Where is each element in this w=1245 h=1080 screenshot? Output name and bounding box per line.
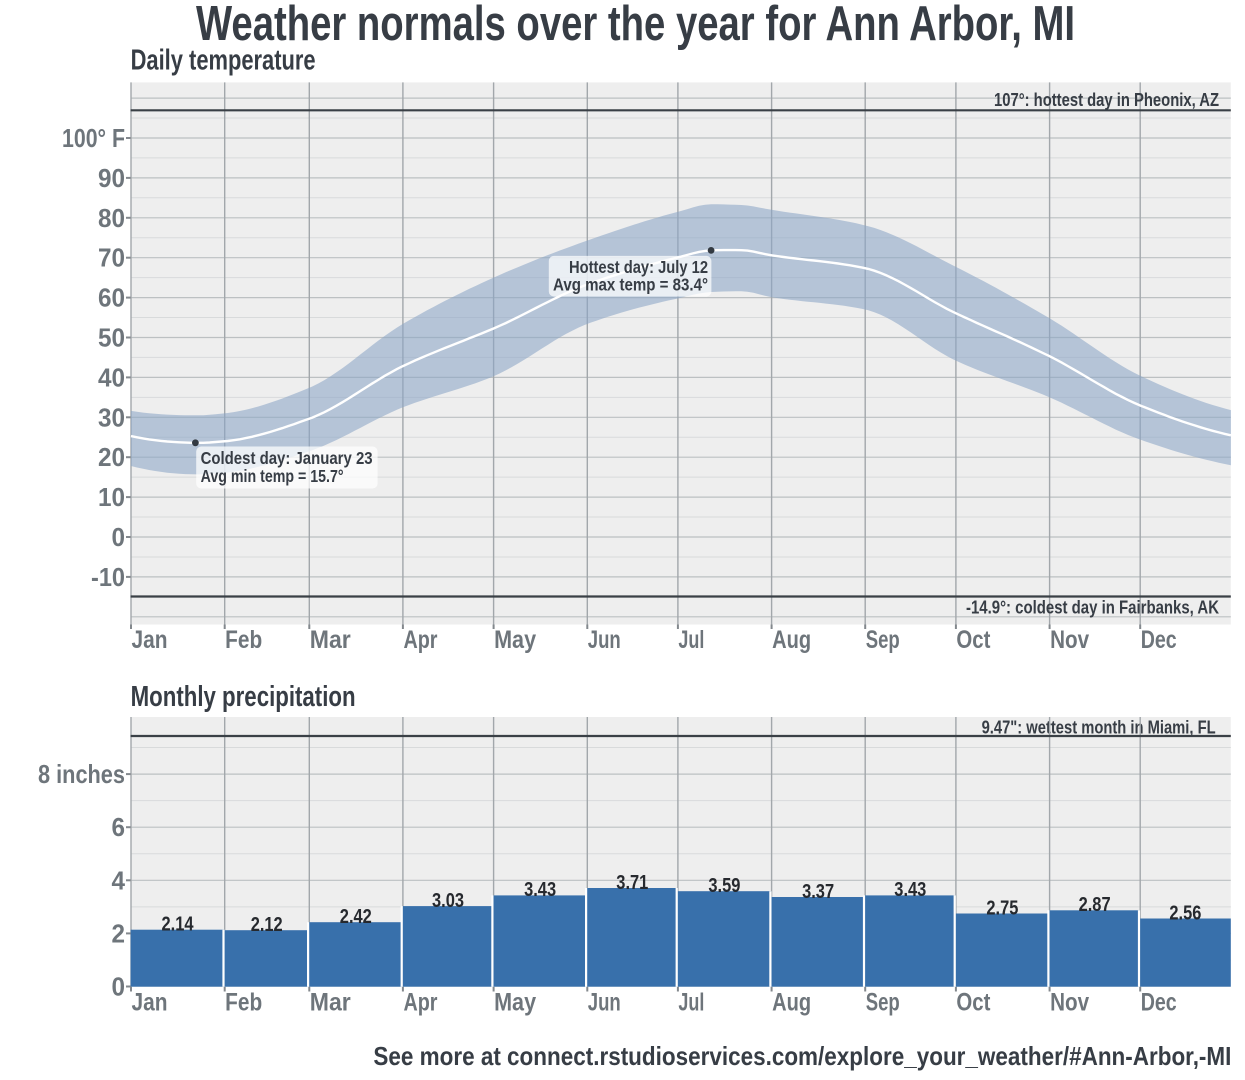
svg-text:80: 80: [98, 203, 125, 233]
svg-text:0: 0: [112, 972, 126, 1002]
svg-text:See more at connect.rstudioser: See more at connect.rstudioservices.com/…: [373, 1041, 1231, 1071]
svg-text:3.03: 3.03: [432, 890, 464, 912]
svg-text:90: 90: [98, 163, 125, 193]
svg-text:50: 50: [98, 323, 125, 353]
svg-text:Oct: Oct: [956, 989, 991, 1017]
svg-text:Sep: Sep: [866, 989, 900, 1017]
svg-text:Jan: Jan: [132, 626, 168, 654]
svg-text:Nov: Nov: [1050, 989, 1089, 1017]
svg-text:40: 40: [98, 362, 125, 392]
svg-text:Monthly precipitation: Monthly precipitation: [131, 681, 356, 713]
svg-text:9.47": wettest month in Miami,: 9.47": wettest month in Miami, FL: [982, 716, 1216, 737]
svg-text:Sep: Sep: [866, 626, 900, 654]
svg-text:70: 70: [98, 243, 125, 273]
svg-text:8 inches: 8 inches: [38, 759, 125, 789]
svg-text:2.42: 2.42: [340, 906, 372, 928]
svg-text:May: May: [494, 626, 536, 654]
svg-text:Apr: Apr: [403, 626, 437, 654]
svg-text:Jun: Jun: [588, 989, 621, 1017]
svg-text:Nov: Nov: [1050, 626, 1089, 654]
svg-text:Mar: Mar: [310, 626, 351, 654]
svg-text:2.14: 2.14: [162, 914, 195, 936]
svg-text:10: 10: [98, 482, 125, 512]
svg-text:20: 20: [98, 442, 125, 472]
svg-text:Avg min temp = 15.7°: Avg min temp = 15.7°: [201, 466, 344, 486]
svg-text:6: 6: [112, 812, 126, 842]
svg-text:Daily temperature: Daily temperature: [131, 45, 316, 77]
svg-text:Hottest day: July 12: Hottest day: July 12: [569, 257, 708, 277]
svg-text:May: May: [494, 989, 536, 1017]
svg-text:Dec: Dec: [1141, 989, 1177, 1017]
svg-text:Feb: Feb: [225, 989, 262, 1017]
svg-text:Aug: Aug: [772, 626, 811, 654]
svg-text:Aug: Aug: [772, 989, 811, 1017]
svg-text:2.56: 2.56: [1169, 902, 1201, 924]
svg-text:Coldest day: January 23: Coldest day: January 23: [201, 448, 373, 468]
svg-text:2.12: 2.12: [251, 914, 283, 936]
svg-text:Weather normals over the year: Weather normals over the year for Ann Ar…: [196, 0, 1075, 51]
svg-text:2: 2: [112, 918, 126, 948]
svg-text:Jun: Jun: [588, 626, 621, 654]
svg-text:3.43: 3.43: [524, 879, 556, 901]
svg-text:-14.9°: coldest day in Fairban: -14.9°: coldest day in Fairbanks, AK: [966, 597, 1220, 618]
svg-text:3.59: 3.59: [708, 875, 740, 897]
svg-text:30: 30: [98, 402, 125, 432]
svg-text:2.87: 2.87: [1079, 894, 1111, 916]
svg-text:0: 0: [112, 522, 126, 552]
svg-text:3.71: 3.71: [616, 872, 648, 894]
svg-text:2.75: 2.75: [986, 897, 1018, 919]
svg-text:4: 4: [112, 865, 126, 895]
svg-text:Dec: Dec: [1141, 626, 1177, 654]
svg-text:Oct: Oct: [956, 626, 991, 654]
svg-text:Apr: Apr: [403, 989, 437, 1017]
svg-text:Mar: Mar: [310, 989, 351, 1017]
svg-text:100° F: 100° F: [62, 123, 125, 153]
svg-text:Jul: Jul: [678, 989, 704, 1017]
svg-text:60: 60: [98, 283, 125, 313]
svg-text:Feb: Feb: [225, 626, 262, 654]
svg-text:3.37: 3.37: [802, 881, 834, 903]
svg-text:3.43: 3.43: [894, 879, 926, 901]
svg-text:-10: -10: [91, 562, 125, 592]
svg-text:Avg max temp = 83.4°: Avg max temp = 83.4°: [553, 275, 708, 295]
svg-text:Jan: Jan: [132, 989, 168, 1017]
svg-text:Jul: Jul: [678, 626, 704, 654]
svg-text:107°: hottest day in Pheonix,: 107°: hottest day in Pheonix, AZ: [994, 89, 1219, 110]
